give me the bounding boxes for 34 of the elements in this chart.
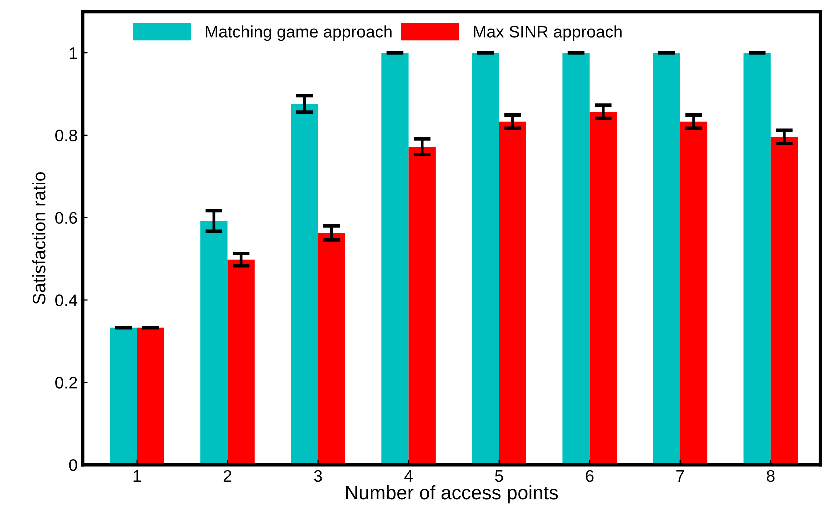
y-axis-title: Satisfaction ratio xyxy=(32,172,46,304)
bar xyxy=(770,137,798,466)
y-tick-label: 0.2 xyxy=(56,377,78,389)
x-axis-title: Number of access points xyxy=(346,485,558,504)
y-tick-label: 0.6 xyxy=(56,212,78,224)
bar xyxy=(590,112,618,466)
x-tick-label: 3 xyxy=(314,470,322,482)
bar xyxy=(499,122,526,466)
y-tick-label: 1 xyxy=(70,48,78,60)
bar xyxy=(472,53,500,466)
bar xyxy=(408,146,436,466)
bar xyxy=(382,53,409,466)
bar xyxy=(744,53,771,466)
x-tick-label: 5 xyxy=(495,470,504,482)
bar xyxy=(200,221,228,466)
x-tick-label: 7 xyxy=(676,470,684,482)
bar xyxy=(137,328,164,466)
x-tick-label: 1 xyxy=(134,470,142,482)
bar xyxy=(680,122,708,466)
legend-label: Max SINR approach xyxy=(474,26,622,42)
legend-label: Matching game approach xyxy=(206,26,392,42)
x-tick-label: 2 xyxy=(224,470,232,482)
bar xyxy=(110,328,138,466)
x-tick-label: 8 xyxy=(767,470,775,482)
x-tick-label: 4 xyxy=(404,470,413,482)
y-tick-label: 0.4 xyxy=(56,294,78,306)
bar xyxy=(291,104,318,466)
y-tick-label: 0.8 xyxy=(56,130,78,142)
bar xyxy=(562,53,590,466)
bar xyxy=(653,53,680,466)
bar xyxy=(318,233,346,466)
x-tick-label: 6 xyxy=(586,470,594,482)
bar xyxy=(228,260,255,466)
y-tick-label: 0 xyxy=(69,459,78,472)
